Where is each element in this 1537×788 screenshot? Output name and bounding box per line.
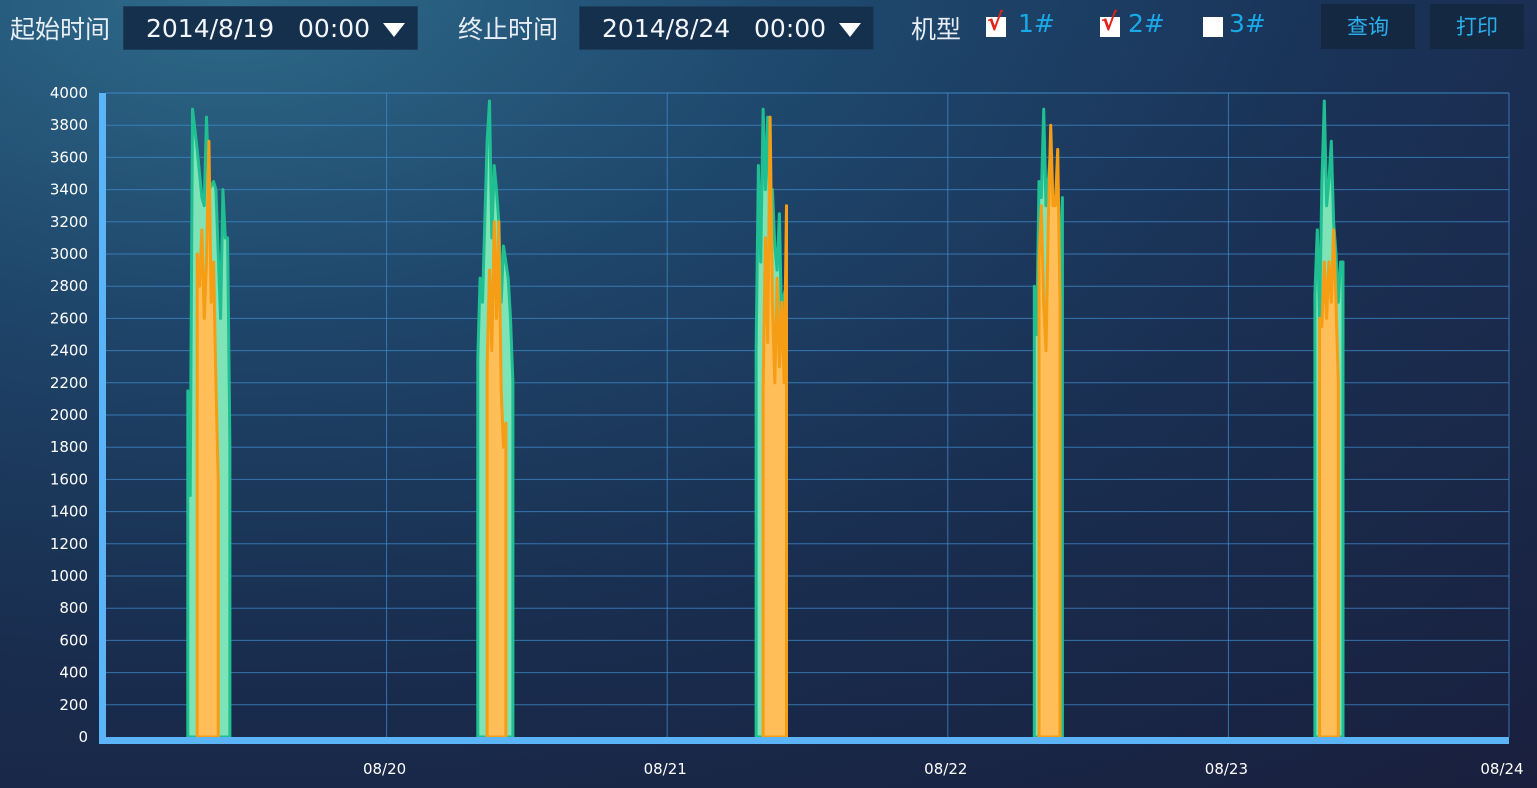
y-tick-label: 3000 xyxy=(50,245,88,263)
y-tick-label: 1000 xyxy=(50,567,88,585)
model-2-label: 2# xyxy=(1128,9,1165,38)
start-time-value: 2014/8/19 00:00 xyxy=(146,14,371,43)
series-2-area xyxy=(485,220,508,739)
print-button[interactable]: 打印 xyxy=(1430,4,1524,49)
y-tick-label: 600 xyxy=(59,631,88,649)
series-2-area xyxy=(195,139,220,739)
y-tick-label: 1400 xyxy=(50,503,88,521)
y-tick-label: 3800 xyxy=(50,116,88,134)
x-axis-line xyxy=(99,737,1509,744)
model-1-checkbox[interactable]: √ xyxy=(986,10,1006,37)
y-tick-label: 3400 xyxy=(50,181,88,199)
toolbar: 起始时间 2014/8/19 00:00 终止时间 2014/8/24 00:0… xyxy=(0,0,1537,56)
y-tick-label: 2800 xyxy=(50,277,88,295)
query-button[interactable]: 查询 xyxy=(1321,4,1415,49)
model-label: 机型 xyxy=(911,15,962,44)
x-tick-label: 08/24 xyxy=(1480,760,1523,778)
series-2-area xyxy=(761,115,788,739)
x-tick-label: 08/23 xyxy=(1205,760,1248,778)
y-tick-label: 200 xyxy=(59,696,88,714)
y-tick-label: 4000 xyxy=(50,84,88,102)
y-tick-label: 1600 xyxy=(50,470,88,488)
checkmark-icon: √ xyxy=(1101,8,1118,36)
y-tick-label: 3200 xyxy=(50,213,88,231)
model-1-label: 1# xyxy=(1018,9,1055,38)
x-axis-ticks: 08/20 08/21 08/22 08/23 08/24 xyxy=(363,760,1524,778)
x-tick-label: 08/21 xyxy=(644,760,687,778)
y-tick-label: 800 xyxy=(59,599,88,617)
y-tick-label: 1200 xyxy=(50,535,88,553)
y-axis-line xyxy=(99,93,106,744)
series-2-area xyxy=(1037,123,1062,739)
y-tick-label: 400 xyxy=(59,664,88,682)
y-tick-label: 3600 xyxy=(50,148,88,166)
checkmark-icon: √ xyxy=(987,8,1004,36)
y-tick-label: 2400 xyxy=(50,342,88,360)
model-3-checkbox[interactable] xyxy=(1203,17,1223,37)
chart-series xyxy=(186,99,1345,739)
y-tick-label: 2000 xyxy=(50,406,88,424)
chevron-down-icon[interactable] xyxy=(383,23,405,37)
model-3-label: 3# xyxy=(1229,9,1266,38)
start-time-select[interactable]: 2014/8/19 00:00 xyxy=(123,6,418,50)
start-time-label: 起始时间 xyxy=(10,15,111,44)
x-tick-label: 08/22 xyxy=(924,760,967,778)
y-tick-label: 2600 xyxy=(50,309,88,327)
chart-grid xyxy=(106,92,1510,737)
y-tick-label: 2200 xyxy=(50,374,88,392)
end-time-value: 2014/8/24 00:00 xyxy=(602,14,827,43)
model-2-checkbox[interactable]: √ xyxy=(1100,10,1120,37)
end-time-select[interactable]: 2014/8/24 00:00 xyxy=(579,6,874,50)
chart-axes xyxy=(99,93,1509,744)
y-tick-label: 0 xyxy=(78,728,88,746)
y-axis-ticks: 0 200 400 600 800 1000 1200 1400 1600 1800 2000 220… xyxy=(50,84,88,746)
end-time-label: 终止时间 xyxy=(458,15,559,44)
chevron-down-icon[interactable] xyxy=(839,23,861,37)
x-tick-label: 08/20 xyxy=(363,760,406,778)
series-2-area xyxy=(1318,228,1340,739)
y-tick-label: 1800 xyxy=(50,438,88,456)
